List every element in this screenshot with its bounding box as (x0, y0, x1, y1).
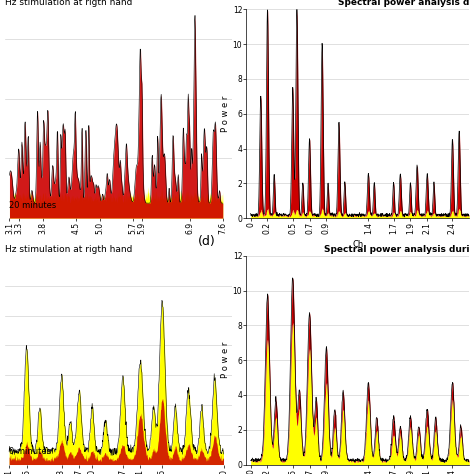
Text: Spectral power analysis d: Spectral power analysis d (338, 0, 469, 7)
Text: 0 minutes: 0 minutes (9, 447, 51, 456)
Y-axis label: P o w e r: P o w e r (221, 342, 230, 378)
Text: (d): (d) (198, 235, 215, 247)
Text: (b): (b) (198, 0, 215, 1)
Text: Spectral power analysis duri: Spectral power analysis duri (324, 245, 469, 254)
Legend: 0 - 10 minutes, : 0 - 10 minutes, (374, 308, 470, 323)
Text: Hz stimulation at rigth hand: Hz stimulation at rigth hand (5, 0, 132, 7)
Text: Hz stimulation at rigth hand: Hz stimulation at rigth hand (5, 245, 132, 254)
Y-axis label: P o w e r: P o w e r (221, 96, 230, 132)
Text: 20 minutes: 20 minutes (9, 201, 56, 210)
X-axis label: Ch: Ch (352, 240, 364, 249)
